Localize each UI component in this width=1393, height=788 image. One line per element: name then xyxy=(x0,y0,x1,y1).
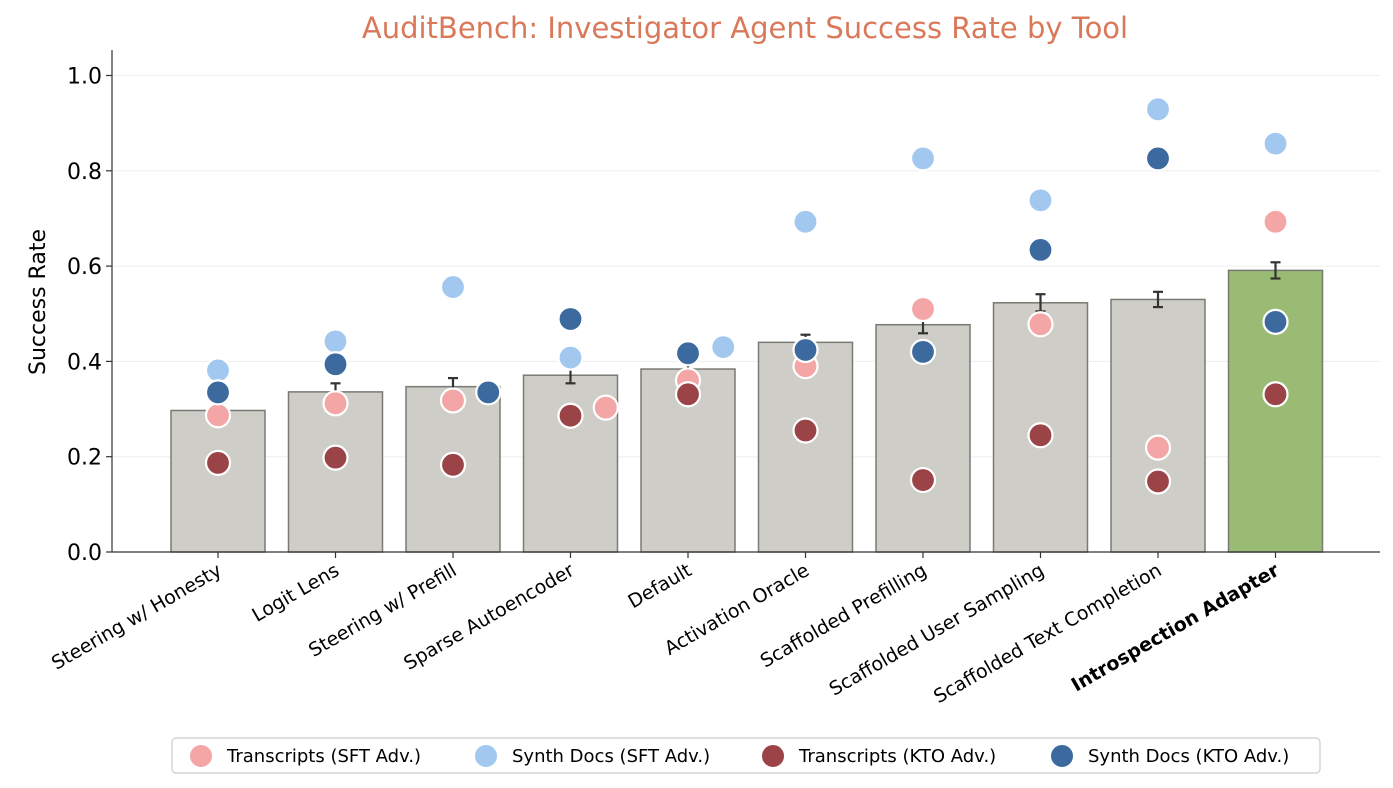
legend-marker xyxy=(760,743,786,769)
legend-marker xyxy=(1049,743,1075,769)
error-bar xyxy=(1153,290,1163,309)
point-series-2 xyxy=(710,334,737,361)
y-tick-label: 1.0 xyxy=(67,65,102,90)
axes xyxy=(111,50,1380,553)
point-series-2 xyxy=(439,273,467,301)
y-tick-label: 0.2 xyxy=(67,446,102,471)
point-series-4 xyxy=(322,351,349,378)
data-points xyxy=(204,96,1289,495)
point-series-1 xyxy=(322,390,349,417)
point-series-3 xyxy=(557,402,584,429)
point-series-3 xyxy=(674,381,702,408)
x-tick-label: Scaffolded Text Completion xyxy=(930,559,1166,708)
point-series-3 xyxy=(909,466,937,494)
y-tick-label: 0.8 xyxy=(67,160,102,185)
point-series-4 xyxy=(204,379,232,406)
point-series-3 xyxy=(439,451,467,478)
point-series-1 xyxy=(1144,434,1172,461)
point-series-4 xyxy=(792,336,819,364)
chart-title: AuditBench: Investigator Agent Success R… xyxy=(362,11,1128,45)
legend-item: Transcripts (SFT Adv.) xyxy=(188,743,421,769)
y-axis-label: Success Rate xyxy=(26,229,51,375)
point-series-4 xyxy=(1027,236,1054,263)
legend-label: Transcripts (KTO Adv.) xyxy=(798,746,996,767)
point-series-4 xyxy=(909,338,937,365)
legend: Transcripts (SFT Adv.) Synth Docs (SFT Ad… xyxy=(171,737,1321,774)
point-series-2 xyxy=(204,357,232,384)
bar xyxy=(1110,298,1206,553)
point-series-3 xyxy=(792,417,819,444)
point-series-3 xyxy=(204,449,232,476)
legend-item: Transcripts (KTO Adv.) xyxy=(760,743,996,769)
legend-marker xyxy=(473,743,499,769)
point-series-3 xyxy=(1144,468,1172,495)
error-bar xyxy=(1270,261,1281,280)
legend-label: Synth Docs (KTO Adv.) xyxy=(1088,746,1289,767)
bar xyxy=(170,409,266,553)
point-series-2 xyxy=(1262,130,1289,157)
legend-item: Synth Docs (KTO Adv.) xyxy=(1049,743,1289,769)
x-tick-label: Introspection Adapter xyxy=(1068,559,1284,696)
point-series-3 xyxy=(1262,381,1289,408)
point-series-2 xyxy=(909,145,937,172)
point-series-2 xyxy=(557,344,584,371)
point-series-1 xyxy=(909,295,937,323)
point-series-3 xyxy=(322,444,349,471)
point-series-4 xyxy=(1144,145,1172,172)
point-series-4 xyxy=(1262,308,1289,335)
x-tick-label: Logit Lens xyxy=(248,559,343,626)
point-series-3 xyxy=(1027,422,1054,449)
x-tick-label: Steering w/ Honesty xyxy=(48,559,226,674)
y-tick-label: 0.6 xyxy=(67,255,102,280)
bars xyxy=(170,269,1324,553)
point-series-1 xyxy=(1027,311,1054,338)
legend-label: Synth Docs (SFT Adv.) xyxy=(512,746,710,767)
legend-label: Transcripts (SFT Adv.) xyxy=(226,746,421,767)
point-series-1 xyxy=(592,394,619,421)
x-tick-label: Default xyxy=(624,559,695,613)
legend-box xyxy=(171,737,1321,774)
point-series-4 xyxy=(557,305,584,333)
y-tick-label: 0.0 xyxy=(67,541,102,566)
point-series-1 xyxy=(439,387,467,414)
y-ticks: 0.0 0.2 0.4 0.6 0.8 1.0 xyxy=(67,65,112,566)
y-tick-label: 0.4 xyxy=(67,350,102,375)
legend-item: Synth Docs (SFT Adv.) xyxy=(473,743,710,769)
point-series-1 xyxy=(204,402,232,429)
point-series-1 xyxy=(1262,208,1289,235)
point-series-2 xyxy=(792,208,819,235)
point-series-4 xyxy=(674,340,702,367)
point-series-2 xyxy=(1027,187,1054,214)
x-tick-label: Scaffolded User Sampling xyxy=(825,559,1048,700)
point-series-2 xyxy=(322,328,349,355)
point-series-2 xyxy=(1144,96,1172,123)
point-series-4 xyxy=(475,379,502,406)
legend-marker xyxy=(188,743,214,769)
